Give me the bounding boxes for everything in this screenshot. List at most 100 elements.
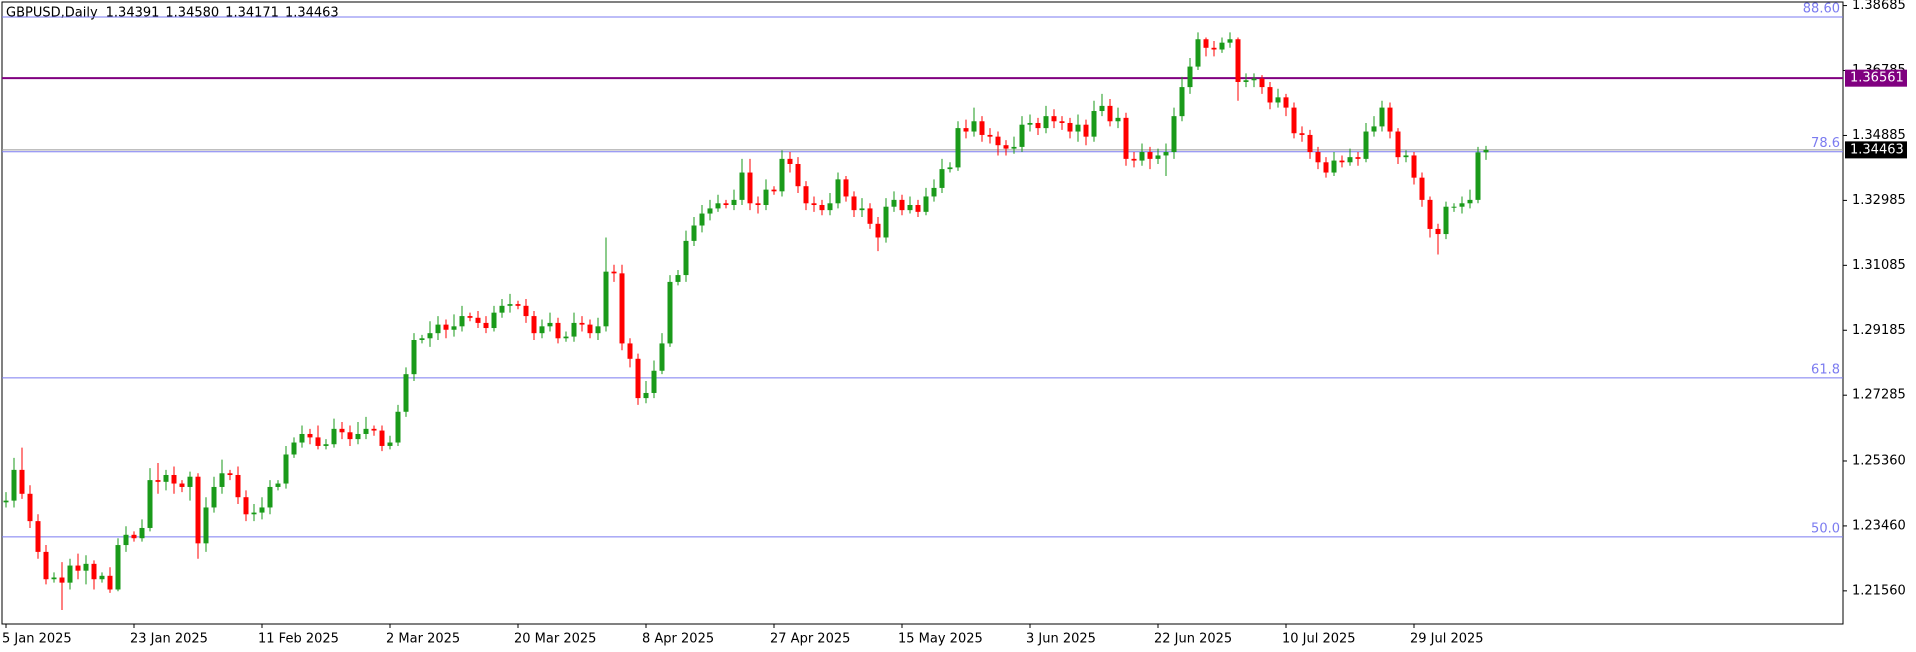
symbol-title: GBPUSD,Daily	[6, 6, 98, 21]
candle-body	[403, 374, 409, 412]
candle-body	[1323, 162, 1329, 173]
candle-body	[1059, 121, 1065, 123]
candle-body	[779, 158, 785, 192]
price-tag	[1845, 69, 1907, 87]
candle-body	[803, 186, 809, 204]
candle-body	[859, 208, 865, 211]
x-tick-label: 5 Jan 2025	[2, 632, 72, 647]
candle-body	[219, 473, 225, 487]
candle-body	[1339, 160, 1345, 163]
candle-body	[1379, 107, 1385, 127]
candle-body	[651, 370, 657, 393]
y-tick-label: 1.34885	[1852, 128, 1906, 143]
candle-body	[1211, 47, 1217, 50]
candle-body	[491, 312, 497, 329]
candle-body	[891, 199, 897, 207]
candle-body	[211, 486, 217, 508]
candle-body	[1371, 126, 1377, 132]
candle-body	[1299, 133, 1305, 135]
candle-body	[235, 474, 241, 498]
x-tick-label: 8 Apr 2025	[642, 632, 714, 647]
candle-body	[835, 179, 841, 204]
candle-body	[643, 392, 649, 399]
candle-body	[579, 322, 585, 325]
candle-body	[539, 326, 545, 334]
candle-body	[1331, 160, 1337, 173]
candle-body	[59, 577, 65, 583]
candle-body	[19, 469, 25, 494]
candle-body	[667, 281, 673, 344]
candle-body	[1483, 149, 1489, 153]
candle-body	[955, 128, 961, 168]
candle-body	[283, 454, 289, 484]
candle-body	[131, 534, 137, 539]
candle-body	[1083, 124, 1089, 137]
candle-body	[203, 507, 209, 544]
candle-body	[1443, 206, 1449, 235]
candle-body	[83, 563, 89, 571]
candle-body	[435, 324, 441, 334]
candle-body	[1171, 116, 1177, 153]
candle-body	[115, 545, 121, 590]
candle-body	[299, 433, 305, 443]
candle-body	[51, 577, 57, 580]
candle-body	[355, 433, 361, 440]
candle-body	[987, 134, 993, 137]
candle-body	[179, 483, 185, 487]
candle-body	[691, 225, 697, 241]
plot-frame	[1, 1, 1844, 625]
candle-body	[1403, 155, 1409, 158]
candle-body	[1259, 78, 1265, 88]
candle-body	[931, 187, 937, 197]
candle-body	[123, 534, 129, 546]
candle-body	[259, 507, 265, 513]
candle-body	[635, 358, 641, 399]
candle-body	[475, 317, 481, 323]
candle-body	[563, 336, 569, 339]
candle-body	[1179, 87, 1185, 117]
candle-body	[1355, 157, 1361, 159]
candle-body	[1219, 42, 1225, 50]
candle-body	[819, 205, 825, 211]
candle-body	[939, 169, 945, 188]
candle-body	[91, 563, 97, 580]
candle-body	[347, 432, 353, 440]
candle-body	[995, 136, 1001, 146]
candle-body	[523, 305, 529, 317]
candle-body	[507, 304, 513, 306]
candle-body	[1203, 39, 1209, 48]
candle-body	[771, 189, 777, 192]
candle-body	[1315, 152, 1321, 163]
candle-body	[227, 473, 233, 475]
header-value: 1.34580	[165, 6, 219, 21]
candle-body	[587, 324, 593, 334]
candle-body	[35, 521, 41, 552]
candle-body	[515, 304, 521, 306]
y-tick-label: 1.25360	[1852, 453, 1906, 468]
candle-body	[619, 273, 625, 344]
candle-body	[1115, 117, 1121, 122]
candle-body	[1075, 124, 1081, 132]
candle-body	[1363, 131, 1369, 159]
price-tag-label: 1.36561	[1850, 71, 1904, 86]
y-tick-label: 1.31085	[1852, 258, 1906, 273]
x-tick-label: 2 Mar 2025	[386, 632, 460, 647]
candle-body	[483, 322, 489, 329]
candle-body	[1251, 78, 1257, 81]
candle-body	[1419, 177, 1425, 200]
candle-body	[603, 271, 609, 327]
candle-body	[99, 575, 105, 580]
candle-body	[155, 480, 161, 482]
candle-body	[827, 203, 833, 211]
candle-body	[963, 128, 969, 132]
candle-body	[27, 493, 33, 522]
candle-body	[947, 167, 953, 170]
fib-level-label: 78.6	[1811, 136, 1840, 151]
candle-body	[275, 483, 281, 487]
x-tick-label: 22 Jun 2025	[1154, 632, 1232, 647]
candle-body	[1139, 152, 1145, 161]
candle-body	[707, 208, 713, 214]
fib-level-label: 50.0	[1811, 521, 1840, 536]
candle-body	[763, 189, 769, 206]
